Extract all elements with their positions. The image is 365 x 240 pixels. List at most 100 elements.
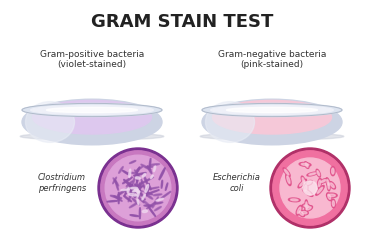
Ellipse shape	[320, 179, 327, 183]
Ellipse shape	[123, 170, 130, 175]
Ellipse shape	[300, 210, 308, 215]
Ellipse shape	[300, 181, 305, 186]
Text: Gram-positive bacteria
(violet-stained): Gram-positive bacteria (violet-stained)	[40, 50, 144, 69]
Ellipse shape	[327, 181, 330, 191]
Ellipse shape	[202, 103, 342, 117]
Ellipse shape	[153, 194, 162, 196]
Ellipse shape	[144, 176, 148, 184]
Ellipse shape	[283, 168, 290, 176]
Text: Clostridium
perfringens: Clostridium perfringens	[38, 173, 86, 193]
Ellipse shape	[137, 189, 143, 192]
Ellipse shape	[130, 187, 138, 189]
Ellipse shape	[145, 187, 159, 190]
Ellipse shape	[328, 194, 335, 197]
Ellipse shape	[303, 204, 311, 208]
Ellipse shape	[147, 190, 159, 194]
Ellipse shape	[298, 210, 305, 217]
Ellipse shape	[150, 175, 153, 179]
Ellipse shape	[134, 170, 140, 178]
Circle shape	[105, 155, 171, 221]
Ellipse shape	[142, 210, 147, 213]
Ellipse shape	[317, 187, 323, 193]
Ellipse shape	[301, 163, 309, 166]
Ellipse shape	[306, 163, 308, 167]
Circle shape	[101, 151, 175, 225]
Ellipse shape	[299, 211, 303, 216]
Ellipse shape	[147, 184, 149, 190]
Ellipse shape	[134, 173, 146, 176]
Ellipse shape	[137, 199, 139, 205]
Ellipse shape	[145, 184, 149, 193]
Ellipse shape	[113, 178, 119, 186]
Ellipse shape	[135, 184, 140, 196]
Ellipse shape	[150, 164, 160, 166]
Ellipse shape	[304, 162, 309, 168]
Circle shape	[303, 181, 317, 195]
Ellipse shape	[291, 199, 298, 201]
Ellipse shape	[131, 186, 144, 189]
Ellipse shape	[301, 176, 306, 185]
Ellipse shape	[165, 183, 168, 191]
Ellipse shape	[46, 107, 138, 113]
Ellipse shape	[107, 201, 118, 202]
Ellipse shape	[141, 164, 151, 170]
Ellipse shape	[123, 177, 132, 184]
Ellipse shape	[305, 206, 312, 211]
Ellipse shape	[306, 180, 312, 185]
Ellipse shape	[147, 202, 155, 209]
Ellipse shape	[132, 187, 139, 189]
Ellipse shape	[130, 184, 137, 190]
Ellipse shape	[155, 202, 163, 204]
Ellipse shape	[134, 189, 140, 192]
Ellipse shape	[146, 184, 149, 196]
Ellipse shape	[327, 179, 329, 186]
Ellipse shape	[330, 183, 334, 188]
Ellipse shape	[141, 179, 146, 191]
Ellipse shape	[127, 188, 138, 192]
Ellipse shape	[306, 202, 307, 209]
Ellipse shape	[32, 100, 151, 134]
Ellipse shape	[132, 189, 138, 192]
Ellipse shape	[31, 105, 153, 114]
Ellipse shape	[137, 182, 142, 188]
Ellipse shape	[129, 169, 131, 178]
Ellipse shape	[328, 194, 331, 199]
Ellipse shape	[147, 166, 152, 174]
Ellipse shape	[227, 107, 318, 113]
Ellipse shape	[132, 175, 136, 186]
Ellipse shape	[140, 192, 145, 200]
Ellipse shape	[124, 186, 130, 196]
Circle shape	[270, 148, 350, 228]
Ellipse shape	[122, 190, 129, 192]
Ellipse shape	[142, 199, 151, 207]
Ellipse shape	[137, 167, 140, 173]
Ellipse shape	[148, 207, 155, 216]
Ellipse shape	[304, 185, 307, 191]
Ellipse shape	[126, 181, 132, 186]
Ellipse shape	[329, 181, 335, 189]
Ellipse shape	[119, 167, 123, 173]
Ellipse shape	[316, 169, 320, 177]
Ellipse shape	[26, 102, 74, 142]
Ellipse shape	[115, 180, 118, 190]
Text: GRAM STAIN TEST: GRAM STAIN TEST	[91, 13, 273, 31]
Ellipse shape	[284, 169, 289, 175]
Text: Escherichia
coli: Escherichia coli	[213, 173, 261, 193]
Ellipse shape	[135, 185, 141, 191]
Circle shape	[280, 158, 340, 218]
Ellipse shape	[327, 193, 332, 201]
Ellipse shape	[299, 162, 311, 166]
Ellipse shape	[137, 176, 138, 182]
Ellipse shape	[138, 183, 140, 192]
Ellipse shape	[135, 177, 141, 179]
Ellipse shape	[130, 161, 136, 163]
Ellipse shape	[200, 133, 344, 140]
Ellipse shape	[211, 105, 333, 114]
Ellipse shape	[154, 207, 161, 211]
Ellipse shape	[304, 183, 308, 192]
Ellipse shape	[326, 178, 330, 187]
Ellipse shape	[148, 184, 151, 190]
Ellipse shape	[124, 180, 133, 188]
Ellipse shape	[20, 133, 164, 140]
Ellipse shape	[137, 189, 138, 193]
